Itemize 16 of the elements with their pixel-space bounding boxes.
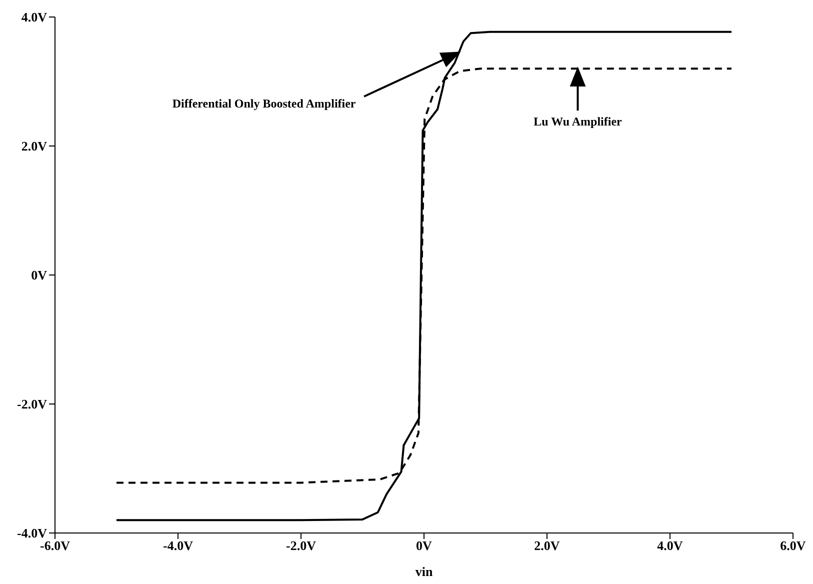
y-tick-label: 2.0V <box>21 138 48 154</box>
y-tick-label: 0V <box>31 268 48 283</box>
x-tick-label: 6.0V <box>780 538 806 554</box>
x-axis-title: vin <box>415 564 434 579</box>
x-tick-label: -6.0V <box>40 538 71 554</box>
x-tick-label: 2.0V <box>534 538 560 554</box>
y-tick-label: 4.0V <box>21 10 48 25</box>
y-tick-label: -4.0V <box>17 526 48 541</box>
annotation: Differential Only Boosted Amplifier <box>172 96 356 110</box>
x-tick-label: -4.0V <box>163 538 194 554</box>
x-tick-label: -2.0V <box>286 538 317 554</box>
x-tick-label: 4.0V <box>657 538 684 554</box>
x-tick-label: 0V <box>416 538 433 554</box>
y-tick-label: -2.0V <box>17 396 48 412</box>
line-series <box>116 30 732 522</box>
annotation: Lu Wu Amplifier <box>534 114 623 129</box>
